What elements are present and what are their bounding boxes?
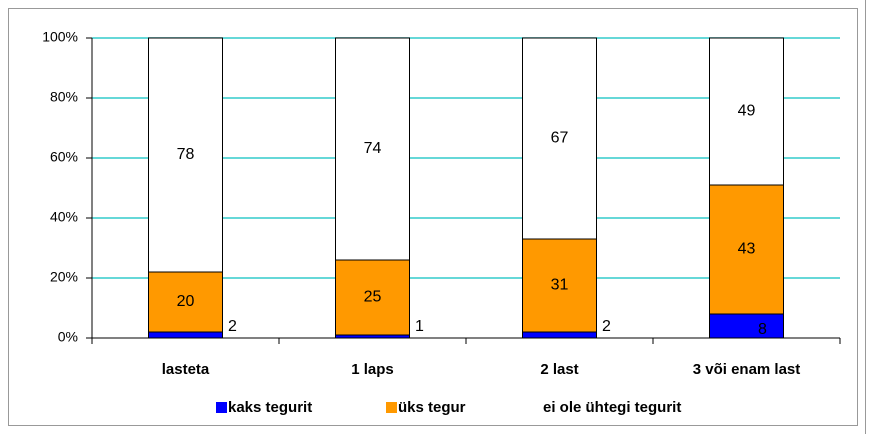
data-label: 1 [415, 318, 424, 335]
bar-segment [148, 331, 223, 339]
data-label: 31 [551, 277, 569, 294]
x-tick-label: lasteta [162, 361, 210, 378]
y-tick-label: 60% [50, 149, 78, 165]
bar-segment [148, 37, 223, 273]
data-label: 25 [364, 289, 382, 306]
legend-label: üks tegur [398, 399, 466, 416]
bar-segment [522, 37, 597, 240]
bar-segment [709, 37, 784, 186]
bar-segment [335, 37, 410, 261]
data-label: 67 [551, 130, 569, 147]
data-label: 2 [228, 318, 237, 335]
bar-segment [335, 259, 410, 336]
legend-label: ei ole ühtegi tegurit [543, 399, 681, 416]
y-tick-label: 80% [50, 89, 78, 105]
legend-label: kaks tegurit [228, 399, 312, 416]
data-label: 78 [177, 146, 195, 163]
x-tick-label: 3 või enam last [693, 361, 801, 378]
bar-segment [148, 271, 223, 333]
bar-segment [522, 238, 597, 333]
legend-swatch [216, 402, 227, 413]
bar-segment [709, 184, 784, 315]
legend-swatch [386, 402, 397, 413]
legend-swatch [531, 402, 542, 413]
data-label: 43 [738, 241, 756, 258]
x-tick-label: 1 laps [351, 361, 394, 378]
y-tick-label: 100% [42, 29, 78, 45]
bar-segment [522, 331, 597, 339]
y-tick-label: 40% [50, 209, 78, 225]
data-label: 8 [758, 321, 767, 338]
data-label: 20 [177, 293, 195, 310]
data-label: 74 [364, 140, 382, 157]
x-tick-label: 2 last [540, 361, 578, 378]
chart-frame [8, 8, 858, 426]
y-tick-label: 20% [50, 269, 78, 285]
data-label: 49 [738, 103, 756, 120]
bar-segment [709, 313, 784, 339]
y-tick-label: 0% [58, 329, 78, 345]
data-label: 2 [602, 318, 611, 335]
